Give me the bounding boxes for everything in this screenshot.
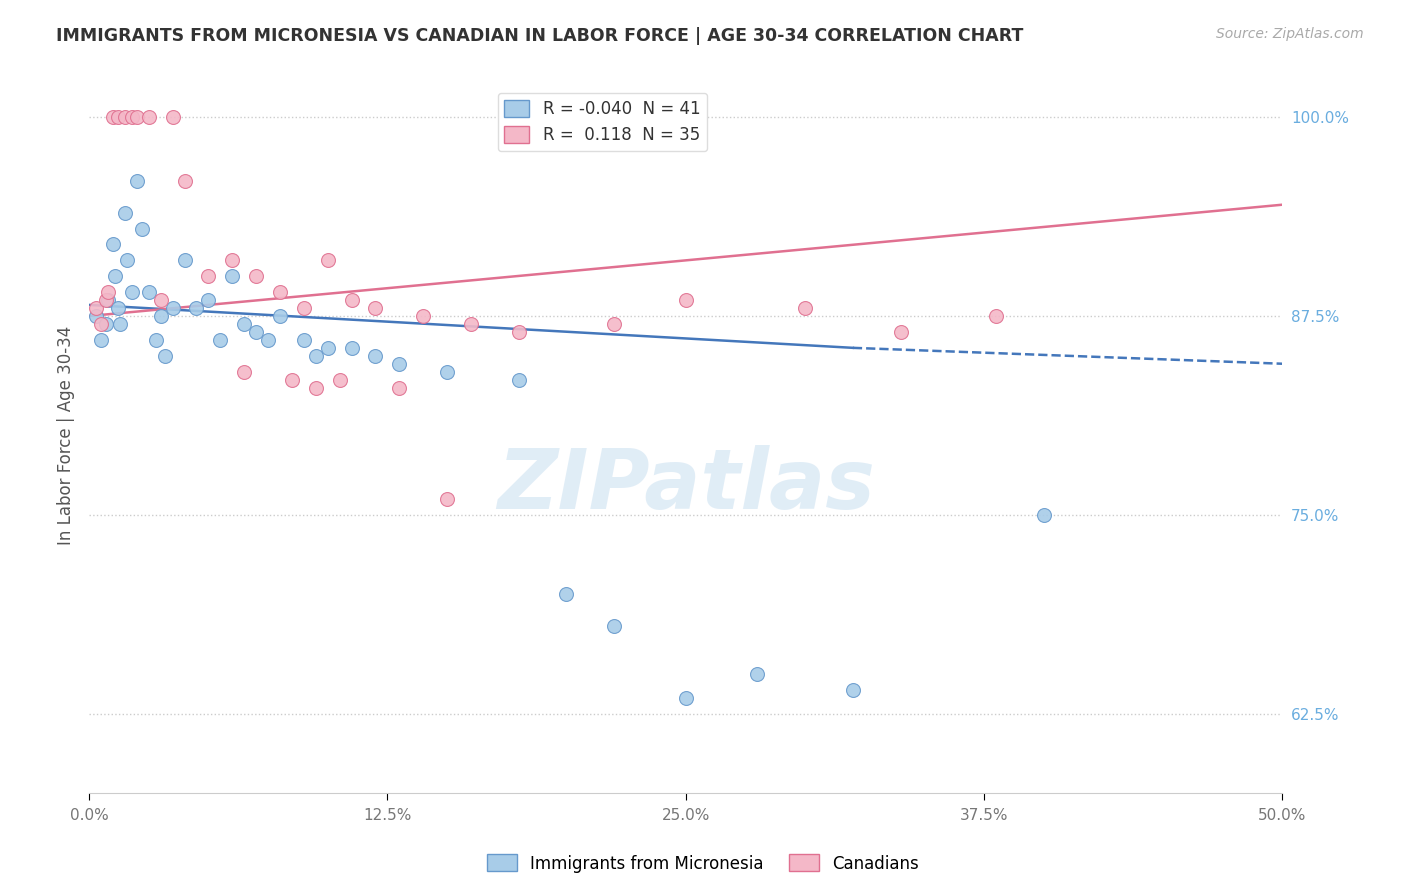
Point — [221, 253, 243, 268]
Text: Source: ZipAtlas.com: Source: ZipAtlas.com — [1216, 27, 1364, 41]
Point — [114, 110, 136, 124]
Point — [305, 381, 328, 395]
Point — [292, 333, 315, 347]
Legend: R = -0.040  N = 41, R =  0.118  N = 35: R = -0.040 N = 41, R = 0.118 N = 35 — [498, 93, 707, 151]
Point — [108, 317, 131, 331]
Point — [209, 333, 232, 347]
Point — [173, 174, 195, 188]
Point — [675, 293, 697, 307]
Y-axis label: In Labor Force | Age 30-34: In Labor Force | Age 30-34 — [58, 326, 75, 545]
Point — [340, 293, 363, 307]
Point — [107, 301, 129, 315]
Point — [269, 309, 291, 323]
Point — [508, 325, 530, 339]
Point — [245, 325, 267, 339]
Point — [197, 293, 219, 307]
Point — [364, 301, 387, 315]
Point — [162, 301, 184, 315]
Point — [1032, 508, 1054, 522]
Point — [114, 205, 136, 219]
Point — [221, 269, 243, 284]
Point — [121, 285, 143, 300]
Point — [675, 690, 697, 705]
Point — [747, 667, 769, 681]
Point — [436, 491, 458, 506]
Point — [84, 309, 107, 323]
Point — [94, 293, 117, 307]
Text: ZIPatlas: ZIPatlas — [496, 445, 875, 526]
Point — [104, 269, 127, 284]
Point — [508, 373, 530, 387]
Point — [436, 365, 458, 379]
Legend: Immigrants from Micronesia, Canadians: Immigrants from Micronesia, Canadians — [481, 847, 925, 880]
Point — [121, 110, 143, 124]
Point — [94, 317, 117, 331]
Point — [149, 309, 172, 323]
Text: IMMIGRANTS FROM MICRONESIA VS CANADIAN IN LABOR FORCE | AGE 30-34 CORRELATION CH: IMMIGRANTS FROM MICRONESIA VS CANADIAN I… — [56, 27, 1024, 45]
Point — [842, 682, 865, 697]
Point — [388, 357, 411, 371]
Point — [107, 110, 129, 124]
Point — [101, 237, 124, 252]
Point — [388, 381, 411, 395]
Point — [603, 317, 626, 331]
Point — [233, 365, 256, 379]
Point — [794, 301, 817, 315]
Point — [329, 373, 352, 387]
Point — [555, 587, 578, 601]
Point — [131, 221, 153, 235]
Point — [138, 110, 160, 124]
Point — [155, 349, 177, 363]
Point — [364, 349, 387, 363]
Point — [101, 110, 124, 124]
Point — [97, 293, 120, 307]
Point — [460, 317, 482, 331]
Point — [412, 309, 434, 323]
Point — [97, 285, 120, 300]
Point — [233, 317, 256, 331]
Point — [984, 309, 1007, 323]
Point — [84, 301, 107, 315]
Point — [316, 341, 339, 355]
Point — [197, 269, 219, 284]
Point — [173, 253, 195, 268]
Point — [145, 333, 167, 347]
Point — [125, 174, 148, 188]
Point — [245, 269, 267, 284]
Point — [603, 619, 626, 633]
Point — [125, 110, 148, 124]
Point — [162, 110, 184, 124]
Point — [292, 301, 315, 315]
Point — [257, 333, 280, 347]
Point — [340, 341, 363, 355]
Point — [186, 301, 208, 315]
Point — [90, 317, 112, 331]
Point — [117, 253, 139, 268]
Point — [269, 285, 291, 300]
Point — [890, 325, 912, 339]
Point — [281, 373, 304, 387]
Point — [138, 285, 160, 300]
Point — [90, 333, 112, 347]
Point — [305, 349, 328, 363]
Point — [149, 293, 172, 307]
Point — [316, 253, 339, 268]
